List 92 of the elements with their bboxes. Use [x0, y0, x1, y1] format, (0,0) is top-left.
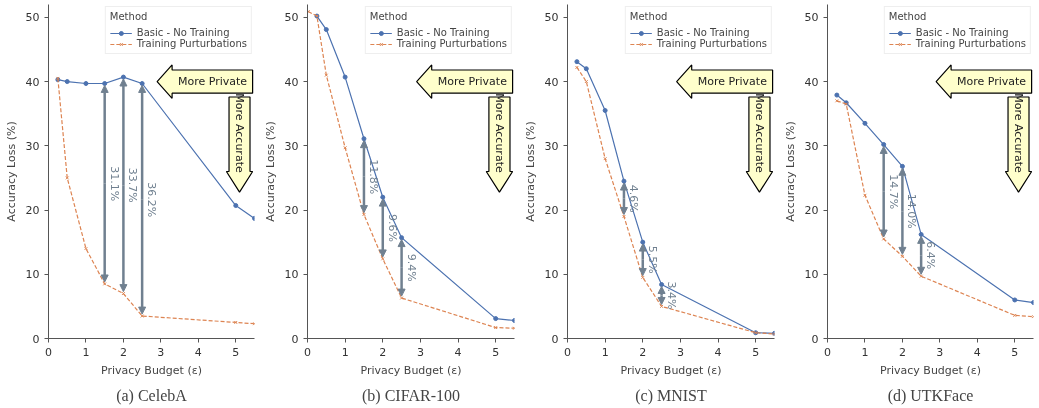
legend-title: Method	[629, 11, 669, 22]
x-axis-title: Privacy Budget (ε)	[101, 363, 202, 377]
x-tick-label: 3	[676, 345, 684, 359]
annotation: 33.7%	[126, 167, 140, 203]
y-tick-label: 30	[284, 139, 299, 153]
y-tick-label: 10	[284, 268, 299, 282]
annotation: 4.6%	[626, 184, 640, 213]
annotation: 14.7%	[886, 174, 900, 210]
x-axis-title: Privacy Budget (ε)	[880, 363, 981, 377]
legend-title: Method	[369, 11, 409, 22]
annotation: More Private	[697, 75, 768, 89]
y-tick-label: 0	[811, 332, 819, 346]
text: (b) CIFAR-100	[362, 386, 460, 405]
x-tick-label: 1	[82, 345, 90, 359]
legend-label: Training Purturbations	[396, 38, 507, 49]
annotation: 9.6%	[385, 214, 399, 242]
annotation: More Accurate	[233, 93, 247, 173]
y-tick-label: 30	[804, 139, 819, 153]
legend-label: Basic - No Training	[915, 27, 1009, 38]
x-tick-label: 2	[119, 345, 127, 359]
y-tick-label: 20	[284, 204, 299, 218]
x-tick-label: 1	[861, 345, 869, 359]
annotation: More Accurate	[752, 93, 766, 173]
x-tick-label: 4	[714, 345, 722, 359]
y-tick-label: 40	[284, 75, 299, 89]
y-tick-label: 40	[804, 75, 819, 89]
x-tick-label: 3	[936, 345, 944, 359]
y-tick-label: 20	[25, 204, 40, 218]
legend-label: Training Purturbations	[656, 38, 767, 49]
y-tick-label: 10	[25, 268, 40, 282]
x-tick-label: 0	[564, 345, 571, 359]
x-tick-label: 0	[45, 345, 52, 359]
annotation: 36.2%	[145, 182, 159, 218]
x-tick-label: 5	[492, 345, 500, 359]
y-tick-label: 20	[544, 204, 559, 218]
legend-label: Basic - No Training	[136, 27, 230, 38]
x-tick-label: 4	[194, 345, 202, 359]
annotation: 5.5%	[645, 245, 659, 274]
legend-title: Method	[888, 11, 928, 22]
x-tick-label: 1	[341, 345, 349, 359]
annotation: 9.4%	[404, 253, 418, 282]
x-tick-label: 5	[232, 345, 240, 359]
text: (a) CelebA	[116, 386, 188, 405]
annotation: 31.1%	[107, 166, 121, 202]
y-tick-label: 10	[544, 268, 559, 282]
y-axis-title: Accuracy Loss (%)	[783, 121, 797, 222]
legend-title: Method	[109, 11, 149, 22]
x-tick-label: 4	[454, 345, 462, 359]
y-tick-label: 20	[804, 204, 819, 218]
x-tick-label: 2	[898, 345, 906, 359]
annotation: 11.8%	[366, 159, 380, 195]
annotation: 14.0%	[905, 193, 919, 229]
annotation: 3.4%	[664, 281, 678, 310]
y-tick-label: 0	[32, 332, 40, 346]
y-tick-label: 40	[544, 75, 559, 89]
y-tick-label: 50	[804, 11, 819, 25]
x-axis-title: Privacy Budget (ε)	[620, 363, 722, 377]
x-tick-label: 1	[601, 345, 609, 359]
x-tick-label: 0	[824, 345, 831, 359]
y-tick-label: 0	[291, 332, 299, 346]
y-axis-title: Accuracy Loss (%)	[263, 121, 277, 222]
legend-label: Basic - No Training	[396, 27, 490, 38]
legend-label: Training Purturbations	[915, 38, 1026, 49]
annotation: More Private	[956, 75, 1027, 89]
y-tick-label: 30	[25, 139, 40, 153]
x-tick-label: 2	[379, 345, 387, 359]
x-tick-label: 5	[752, 345, 760, 359]
x-tick-label: 0	[304, 345, 311, 359]
annotation: 6.4%	[924, 241, 938, 270]
annotation: More Accurate	[492, 93, 506, 173]
y-tick-label: 40	[25, 75, 40, 89]
x-axis-title: Privacy Budget (ε)	[360, 363, 462, 377]
y-tick-label: 30	[544, 139, 559, 153]
y-tick-label: 50	[284, 11, 299, 25]
y-tick-label: 10	[804, 268, 819, 282]
x-tick-label: 4	[973, 345, 981, 359]
x-tick-label: 3	[416, 345, 424, 359]
x-tick-label: 5	[1011, 345, 1019, 359]
text: (c) MNIST	[635, 386, 707, 405]
annotation: More Accurate	[1012, 93, 1026, 173]
y-tick-label: 50	[25, 11, 40, 25]
legend-label: Basic - No Training	[656, 27, 750, 38]
y-tick-label: 50	[544, 11, 559, 25]
legend-label: Training Purturbations	[136, 38, 247, 49]
annotation: More Private	[177, 75, 248, 89]
text: (d) UTKFace	[887, 386, 974, 405]
x-tick-label: 2	[639, 345, 647, 359]
y-axis-title: Accuracy Loss (%)	[523, 121, 537, 222]
x-tick-label: 3	[157, 345, 165, 359]
annotation: More Private	[437, 75, 508, 89]
y-tick-label: 0	[551, 332, 559, 346]
y-axis-title: Accuracy Loss (%)	[4, 121, 18, 222]
